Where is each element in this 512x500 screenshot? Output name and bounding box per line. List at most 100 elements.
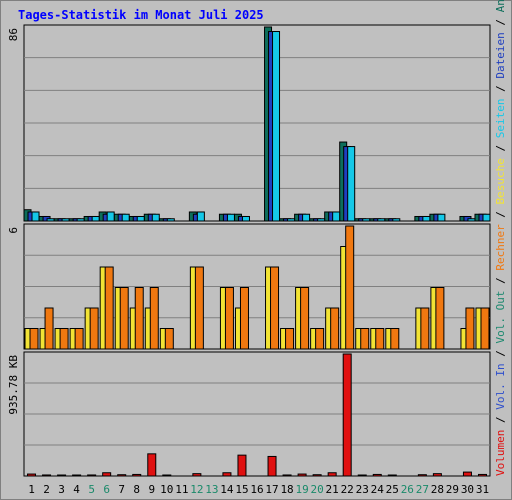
bar-volumen-day-23 (357, 474, 367, 477)
bar-seiten-day-7 (121, 213, 130, 222)
bar-volumen-day-17 (267, 455, 277, 477)
x-tick-label-day-16: 16 (250, 483, 263, 496)
legend-separator: / (494, 271, 507, 291)
bar-volumen-day-27 (417, 474, 427, 477)
legend-separator: / (494, 12, 507, 32)
bar-rechner-day-12 (194, 266, 204, 350)
x-tick-label-day-5: 5 (88, 483, 95, 496)
x-tick-label-day-20: 20 (311, 483, 324, 496)
legend-separator: / (494, 204, 507, 224)
x-tick-label-day-27: 27 (416, 483, 429, 496)
bar-volumen-day-25 (387, 474, 397, 477)
x-tick-label-day-11: 11 (175, 483, 188, 496)
bar-volumen-day-9 (147, 453, 157, 477)
bar-rechner-day-8 (134, 287, 144, 350)
legend-entry-besuche: Besuche (494, 158, 507, 204)
x-tick-label-day-17: 17 (265, 483, 278, 496)
bar-rechner-day-30 (465, 307, 475, 350)
bar-rechner-day-6 (104, 266, 114, 350)
x-tick-label-day-1: 1 (28, 483, 35, 496)
bar-rechner-day-1 (29, 328, 39, 350)
x-tick-label-day-6: 6 (103, 483, 110, 496)
bar-seiten-day-28 (437, 213, 446, 222)
bar-rechner-day-24 (375, 328, 385, 350)
bar-volumen-day-2 (42, 474, 52, 477)
bar-volumen-day-15 (237, 454, 247, 477)
x-tick-label-day-14: 14 (220, 483, 234, 496)
bar-volumen-day-20 (312, 474, 322, 477)
bar-rechner-day-9 (149, 287, 159, 350)
bar-rechner-day-31 (480, 307, 490, 350)
bar-volumen-day-28 (432, 473, 442, 477)
bar-seiten-day-8 (136, 215, 145, 222)
bar-rechner-day-25 (390, 328, 400, 350)
bar-volumen-day-18 (282, 474, 292, 477)
legend-entry-vol-out: Vol. Out (494, 291, 507, 344)
bar-volumen-day-6 (102, 472, 112, 477)
x-tick-label-day-22: 22 (341, 483, 354, 496)
bar-rechner-day-7 (119, 287, 129, 350)
bar-seiten-day-30 (467, 218, 476, 222)
bar-rechner-day-18 (285, 328, 295, 350)
legend-entry-vol-in: Vol. In (494, 363, 507, 409)
bar-seiten-day-22 (347, 146, 356, 222)
x-tick-label-day-4: 4 (73, 483, 80, 496)
bar-seiten-day-25 (392, 218, 401, 222)
bar-volumen-day-12 (192, 473, 202, 477)
bar-seiten-day-20 (317, 218, 326, 222)
legend-entry-rechner: Rechner (494, 224, 507, 271)
bar-volumen-day-3 (57, 474, 67, 477)
x-tick-label-day-8: 8 (133, 483, 140, 496)
bar-seiten-day-6 (106, 211, 115, 222)
y-max-label-volume: 935.78 KB (7, 355, 20, 415)
x-tick-label-day-12: 12 (190, 483, 203, 496)
bar-volumen-day-22 (342, 353, 352, 477)
bar-volumen-day-4 (72, 474, 82, 477)
bar-volumen-day-14 (222, 472, 232, 477)
bar-volumen-day-30 (462, 471, 472, 477)
bar-rechner-day-14 (224, 287, 234, 350)
x-tick-label-day-28: 28 (431, 483, 444, 496)
bar-seiten-day-5 (91, 215, 100, 222)
y-max-label-visits: 6 (7, 227, 20, 234)
chart-title: Tages-Statistik im Monat Juli 2025 (18, 8, 264, 22)
x-tick-label-day-10: 10 (160, 483, 173, 496)
x-tick-label-day-9: 9 (148, 483, 155, 496)
x-tick-label-day-23: 23 (356, 483, 369, 496)
legend-separator: / (494, 344, 507, 364)
bar-rechner-day-28 (435, 287, 445, 350)
x-tick-label-day-15: 15 (235, 483, 248, 496)
x-tick-label-day-21: 21 (326, 483, 339, 496)
x-tick-label-day-30: 30 (461, 483, 474, 496)
bar-rechner-day-5 (89, 307, 99, 350)
bar-seiten-day-10 (166, 218, 175, 222)
legend-entry-volumen: Volumen (494, 430, 507, 476)
bar-seiten-day-27 (422, 215, 431, 222)
bar-volumen-day-21 (327, 472, 337, 477)
legend-separator: / (494, 138, 507, 158)
bar-rechner-day-19 (300, 287, 310, 350)
bar-seiten-day-15 (241, 215, 250, 222)
bar-seiten-day-31 (482, 213, 491, 222)
x-tick-label-day-31: 31 (476, 483, 489, 496)
legend-entry-anfragen: Anfragen (494, 0, 507, 12)
bar-volumen-day-24 (372, 473, 382, 477)
bar-volumen-day-7 (117, 474, 127, 477)
bar-rechner-day-15 (239, 287, 249, 350)
bar-seiten-day-12 (196, 211, 205, 222)
legend-separator: / (494, 410, 507, 430)
bar-seiten-day-2 (46, 218, 55, 222)
legend-entry-dateien: Dateien (494, 32, 507, 78)
x-tick-label-day-26: 26 (401, 483, 414, 496)
bar-seiten-day-17 (272, 31, 281, 222)
legend-entry-seiten: Seiten (494, 98, 507, 138)
bar-volumen-day-8 (132, 473, 142, 477)
bar-rechner-day-2 (44, 307, 54, 350)
bar-seiten-day-14 (226, 213, 235, 222)
legend-separator: / (494, 79, 507, 99)
x-tick-label-day-24: 24 (371, 483, 385, 496)
legend: Volumen / Vol. In / Vol. Out / Rechner /… (494, 0, 507, 476)
bar-rechner-day-23 (360, 328, 370, 350)
x-tick-label-day-7: 7 (118, 483, 125, 496)
bar-seiten-day-24 (377, 218, 386, 222)
